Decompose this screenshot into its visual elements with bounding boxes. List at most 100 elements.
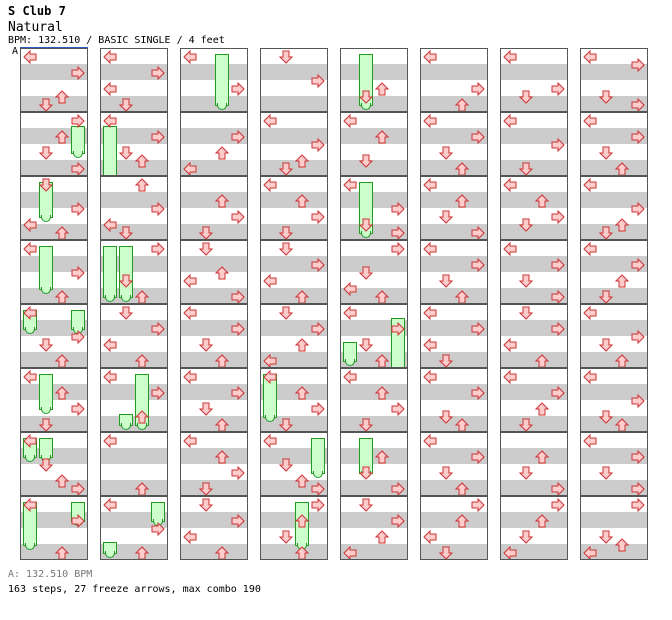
beat-band: [421, 352, 487, 367]
step-arrow-up-icon: [215, 450, 229, 464]
measure: [420, 432, 488, 496]
measure: [20, 176, 88, 240]
step-arrow-left-icon: [103, 114, 117, 128]
step-arrow-down-icon: [439, 274, 453, 288]
bpm-marker-line: [20, 47, 88, 48]
beat-band: [341, 512, 407, 528]
step-arrow-up-icon: [615, 274, 629, 288]
step-arrow-up-icon: [375, 290, 389, 303]
beat-band: [181, 480, 247, 495]
measure: [20, 304, 88, 368]
step-arrow-left-icon: [583, 50, 597, 64]
step-arrow-left-icon: [263, 114, 277, 128]
beat-band: [341, 384, 407, 400]
step-arrow-up-icon: [295, 154, 309, 168]
step-arrow-down-icon: [279, 306, 293, 320]
step-arrow-left-icon: [263, 434, 277, 448]
step-arrow-left-icon: [423, 50, 437, 64]
measure: [180, 304, 248, 368]
beat-band: [341, 160, 407, 175]
step-arrow-right-icon: [391, 322, 405, 336]
step-arrow-up-icon: [375, 354, 389, 367]
step-arrow-right-icon: [551, 498, 565, 512]
freeze-arrow-body: [119, 246, 133, 298]
beat-band: [341, 544, 407, 559]
step-arrow-up-icon: [55, 354, 69, 367]
beat-band: [341, 96, 407, 111]
beat-band: [261, 96, 327, 111]
beat-band: [581, 416, 647, 431]
step-arrow-right-icon: [631, 330, 645, 344]
step-arrow-down-icon: [599, 226, 613, 239]
beat-band: [501, 288, 567, 303]
beat-band: [181, 96, 247, 111]
step-arrow-right-icon: [471, 130, 485, 144]
beat-band: [421, 416, 487, 431]
chart-column: [340, 48, 408, 560]
beat-band: [421, 160, 487, 175]
step-arrow-right-icon: [71, 202, 85, 216]
beat-band: [101, 256, 167, 272]
beat-band: [21, 352, 87, 367]
step-arrow-down-icon: [199, 226, 213, 239]
step-arrow-up-icon: [295, 514, 309, 528]
measure: [580, 304, 648, 368]
step-arrow-up-icon: [135, 482, 149, 495]
song-title: Natural: [8, 20, 63, 35]
beat-band: [501, 544, 567, 559]
beat-band: [581, 512, 647, 528]
beat-band: [101, 288, 167, 303]
step-arrow-left-icon: [423, 242, 437, 256]
beat-band: [21, 224, 87, 239]
step-arrow-left-icon: [103, 338, 117, 352]
step-arrow-right-icon: [231, 130, 245, 144]
step-arrow-up-icon: [535, 402, 549, 416]
beat-band: [501, 160, 567, 175]
step-arrow-right-icon: [71, 482, 85, 495]
beat-band: [341, 224, 407, 239]
beat-band: [421, 224, 487, 239]
step-arrow-up-icon: [215, 266, 229, 280]
step-arrow-left-icon: [103, 370, 117, 384]
beat-band: [421, 192, 487, 208]
step-arrow-up-icon: [215, 418, 229, 431]
beat-band: [261, 352, 327, 367]
step-arrow-up-icon: [295, 290, 309, 303]
beat-band: [101, 64, 167, 80]
step-arrow-right-icon: [151, 522, 165, 536]
beat-band: [421, 512, 487, 528]
step-arrow-right-icon: [231, 386, 245, 400]
measure: [100, 368, 168, 432]
measure: [500, 304, 568, 368]
freeze-arrow-body: [103, 126, 117, 175]
measure: [340, 432, 408, 496]
measure: [20, 432, 88, 496]
measure: [100, 240, 168, 304]
step-arrow-right-icon: [391, 202, 405, 216]
measure: [180, 432, 248, 496]
measure: [260, 112, 328, 176]
step-arrow-left-icon: [103, 434, 117, 448]
step-arrow-up-icon: [615, 538, 629, 552]
step-arrow-up-icon: [535, 450, 549, 464]
step-arrow-up-icon: [135, 154, 149, 168]
step-arrow-left-icon: [583, 242, 597, 256]
beat-band: [261, 512, 327, 528]
step-arrow-left-icon: [503, 178, 517, 192]
beat-band: [581, 288, 647, 303]
beat-band: [421, 448, 487, 464]
step-arrow-right-icon: [471, 258, 485, 272]
step-arrow-left-icon: [103, 50, 117, 64]
step-arrow-right-icon: [71, 66, 85, 80]
step-arrow-right-icon: [231, 466, 245, 480]
beat-band: [261, 320, 327, 336]
beat-band: [501, 512, 567, 528]
beat-band: [501, 448, 567, 464]
freeze-arrow-body: [39, 374, 53, 410]
step-arrow-down-icon: [599, 90, 613, 104]
measure: [580, 176, 648, 240]
step-arrow-down-icon: [119, 226, 133, 239]
step-arrow-right-icon: [631, 258, 645, 272]
step-arrow-left-icon: [263, 178, 277, 192]
measure: [340, 496, 408, 560]
